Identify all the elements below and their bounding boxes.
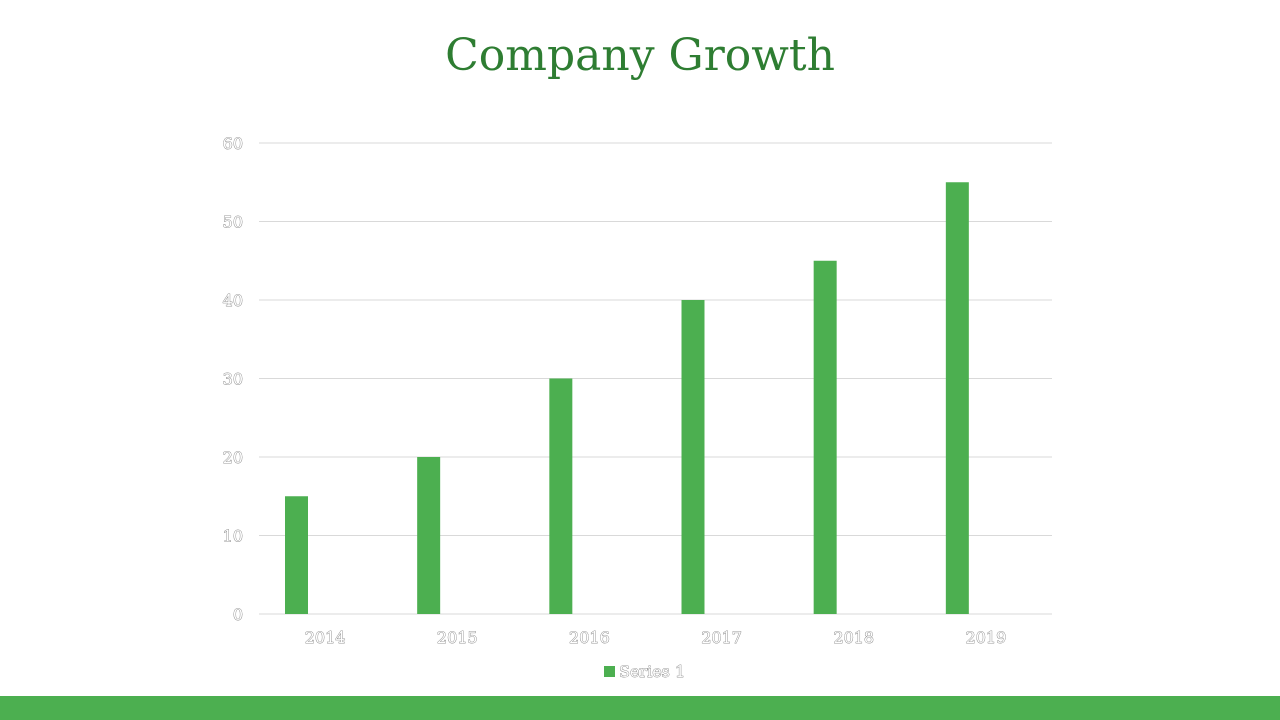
x-tick-label-2019: 2019: [966, 628, 1007, 647]
bar-2019: [945, 182, 969, 614]
legend-swatch-series-1: [604, 666, 615, 677]
x-axis-tick-labels: 2014 2015 2016 2017 2018 2019: [304, 628, 1007, 648]
y-axis-tick-labels: 0 10 20 30 40 50 60: [222, 134, 243, 625]
y-tick-label: 0: [233, 605, 243, 624]
bars: [285, 182, 969, 614]
x-tick-label-2018: 2018: [833, 628, 874, 647]
y-tick-label: 30: [223, 370, 243, 389]
x-tick-label-2016: 2016: [569, 628, 610, 647]
bar-2016: [549, 378, 573, 614]
chart-title: Company Growth: [445, 30, 835, 81]
bar-2014: [285, 496, 308, 614]
y-tick-label: 60: [223, 134, 243, 153]
y-tick-label: 40: [223, 291, 243, 310]
gridlines: [259, 142, 1052, 615]
y-tick-label: 50: [223, 213, 243, 232]
x-tick-label-2015: 2015: [437, 628, 478, 647]
legend: Series 1: [604, 662, 686, 681]
x-tick-label-2014: 2014: [305, 628, 346, 647]
legend-label-series-1: Series 1: [619, 662, 685, 681]
y-tick-label: 10: [223, 527, 243, 546]
bar-2018: [813, 260, 837, 614]
bar-2015: [417, 457, 441, 614]
x-tick-label-2017: 2017: [701, 628, 742, 647]
footer-bar: [0, 696, 1280, 720]
bar-2017: [681, 300, 705, 614]
y-tick-label: 20: [223, 448, 243, 467]
